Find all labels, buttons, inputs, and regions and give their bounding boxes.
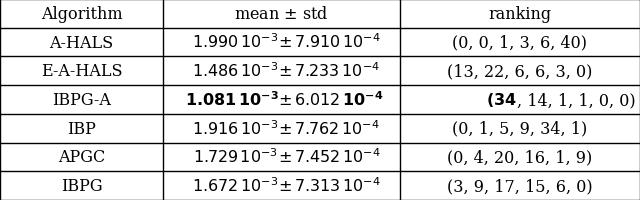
Text: $\pm\,7.313\,10^{-4}$: $\pm\,7.313\,10^{-4}$ bbox=[278, 176, 381, 195]
Text: $\pm\,7.762\,10^{-4}$: $\pm\,7.762\,10^{-4}$ bbox=[278, 119, 380, 138]
Text: $\pm\,6.012\,\mathbf{10^{-4}}$: $\pm\,6.012\,\mathbf{10^{-4}}$ bbox=[278, 91, 384, 109]
Text: $\mathbf{1.081\,10^{-3}}$: $\mathbf{1.081\,10^{-3}}$ bbox=[184, 91, 278, 109]
Text: E-A-HALS: E-A-HALS bbox=[41, 63, 122, 80]
Text: (0, 4, 20, 16, 1, 9): (0, 4, 20, 16, 1, 9) bbox=[447, 149, 593, 166]
Text: ranking: ranking bbox=[488, 6, 552, 23]
Text: $1.990\,10^{-3}$: $1.990\,10^{-3}$ bbox=[192, 34, 278, 52]
Text: $\pm\,7.452\,10^{-4}$: $\pm\,7.452\,10^{-4}$ bbox=[278, 148, 381, 166]
Text: IBPG: IBPG bbox=[61, 177, 102, 194]
Text: $1.916\,10^{-3}$: $1.916\,10^{-3}$ bbox=[192, 119, 278, 138]
Text: $1.486\,10^{-3}$: $1.486\,10^{-3}$ bbox=[192, 62, 278, 81]
Text: (0, 1, 5, 9, 34, 1): (0, 1, 5, 9, 34, 1) bbox=[452, 120, 588, 137]
Text: IBP: IBP bbox=[67, 120, 96, 137]
Text: IBPG-A: IBPG-A bbox=[52, 92, 111, 108]
Text: mean $\pm$ std: mean $\pm$ std bbox=[234, 6, 329, 23]
Text: , 14, 1, 1, 0, 0): , 14, 1, 1, 0, 0) bbox=[517, 92, 636, 108]
Text: APGC: APGC bbox=[58, 149, 105, 166]
Text: (3, 9, 17, 15, 6, 0): (3, 9, 17, 15, 6, 0) bbox=[447, 177, 593, 194]
Text: $1.672\,10^{-3}$: $1.672\,10^{-3}$ bbox=[192, 176, 278, 195]
Text: $1.729\,10^{-3}$: $1.729\,10^{-3}$ bbox=[193, 148, 278, 166]
Text: A-HALS: A-HALS bbox=[49, 34, 114, 51]
Text: $\pm\,7.233\,10^{-4}$: $\pm\,7.233\,10^{-4}$ bbox=[278, 62, 380, 81]
Text: $\pm\,7.910\,10^{-4}$: $\pm\,7.910\,10^{-4}$ bbox=[278, 34, 381, 52]
Text: (13, 22, 6, 6, 3, 0): (13, 22, 6, 6, 3, 0) bbox=[447, 63, 593, 80]
Text: Algorithm: Algorithm bbox=[41, 6, 122, 23]
Text: $\mathbf{(34}$: $\mathbf{(34}$ bbox=[486, 91, 517, 109]
Text: (0, 0, 1, 3, 6, 40): (0, 0, 1, 3, 6, 40) bbox=[452, 34, 588, 51]
